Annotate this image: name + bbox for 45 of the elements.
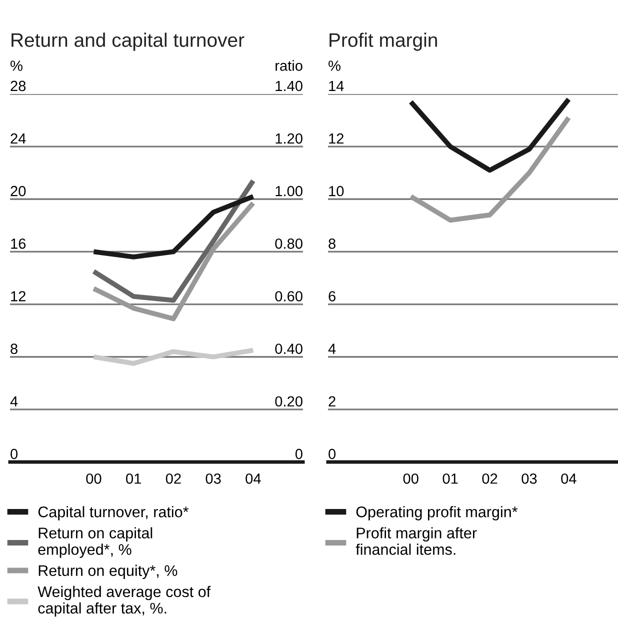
y-axis-title: % bbox=[10, 60, 22, 71]
y-tick-label: 0 bbox=[328, 448, 336, 460]
x-tick-label: 01 bbox=[126, 473, 141, 484]
x-tick-label: 02 bbox=[166, 473, 181, 484]
legend-label: Return on capital employed*, % bbox=[38, 527, 152, 558]
y2-axis-title: ratio bbox=[276, 60, 302, 71]
y2-tick-label: 0.20 bbox=[275, 396, 302, 407]
y-axis-title: % bbox=[328, 60, 340, 71]
x-tick-label: 03 bbox=[206, 473, 221, 484]
y-tick-label: 10 bbox=[329, 186, 344, 196]
y2-tick-label: 1.20 bbox=[276, 133, 302, 144]
y-tick-label: 0 bbox=[10, 448, 18, 460]
y2-tick-label: 0 bbox=[295, 448, 302, 460]
y2-tick-label: 0.60 bbox=[275, 291, 302, 302]
chart-title: Profit margin bbox=[330, 32, 437, 51]
y-tick-label: 20 bbox=[10, 186, 26, 196]
y-tick-label: 2 bbox=[328, 396, 336, 406]
x-tick-label: 01 bbox=[442, 473, 458, 484]
x-tick-label: 02 bbox=[482, 473, 498, 484]
y-tick-label: 4 bbox=[10, 396, 18, 406]
y2-tick-label: 0.80 bbox=[275, 238, 302, 249]
chart-title: Return and capital turnover bbox=[12, 32, 244, 51]
legend-label: Operating profit margin* bbox=[356, 506, 518, 520]
legend-label: Profit margin after financial items. bbox=[356, 527, 477, 555]
y-tick-label: 16 bbox=[11, 238, 26, 249]
y-tick-label: 12 bbox=[329, 133, 344, 144]
y-tick-label: 6 bbox=[328, 291, 336, 302]
y-tick-label: 8 bbox=[328, 238, 336, 249]
y2-tick-label: 1.40 bbox=[276, 80, 302, 92]
y-tick-label: 12 bbox=[11, 291, 26, 302]
x-tick-label: 04 bbox=[246, 473, 261, 484]
x-tick-label: 00 bbox=[403, 473, 418, 484]
legend-label: Weighted average cost of capital after tax, %. bbox=[38, 586, 211, 617]
legend-label: Return on equity*, % bbox=[38, 564, 178, 580]
y-tick-label: 4 bbox=[328, 344, 336, 354]
y2-tick-label: 0.40 bbox=[275, 344, 302, 354]
legend-label: Capital turnover, ratio* bbox=[38, 506, 189, 520]
x-tick-label: 00 bbox=[86, 473, 102, 484]
y-tick-label: 28 bbox=[10, 80, 26, 92]
x-tick-label: 04 bbox=[561, 473, 576, 484]
y2-tick-label: 1.00 bbox=[276, 186, 302, 196]
x-tick-label: 03 bbox=[522, 473, 537, 484]
y-tick-label: 8 bbox=[10, 344, 18, 354]
y-tick-label: 24 bbox=[10, 133, 26, 144]
y-tick-label: 14 bbox=[329, 80, 344, 91]
